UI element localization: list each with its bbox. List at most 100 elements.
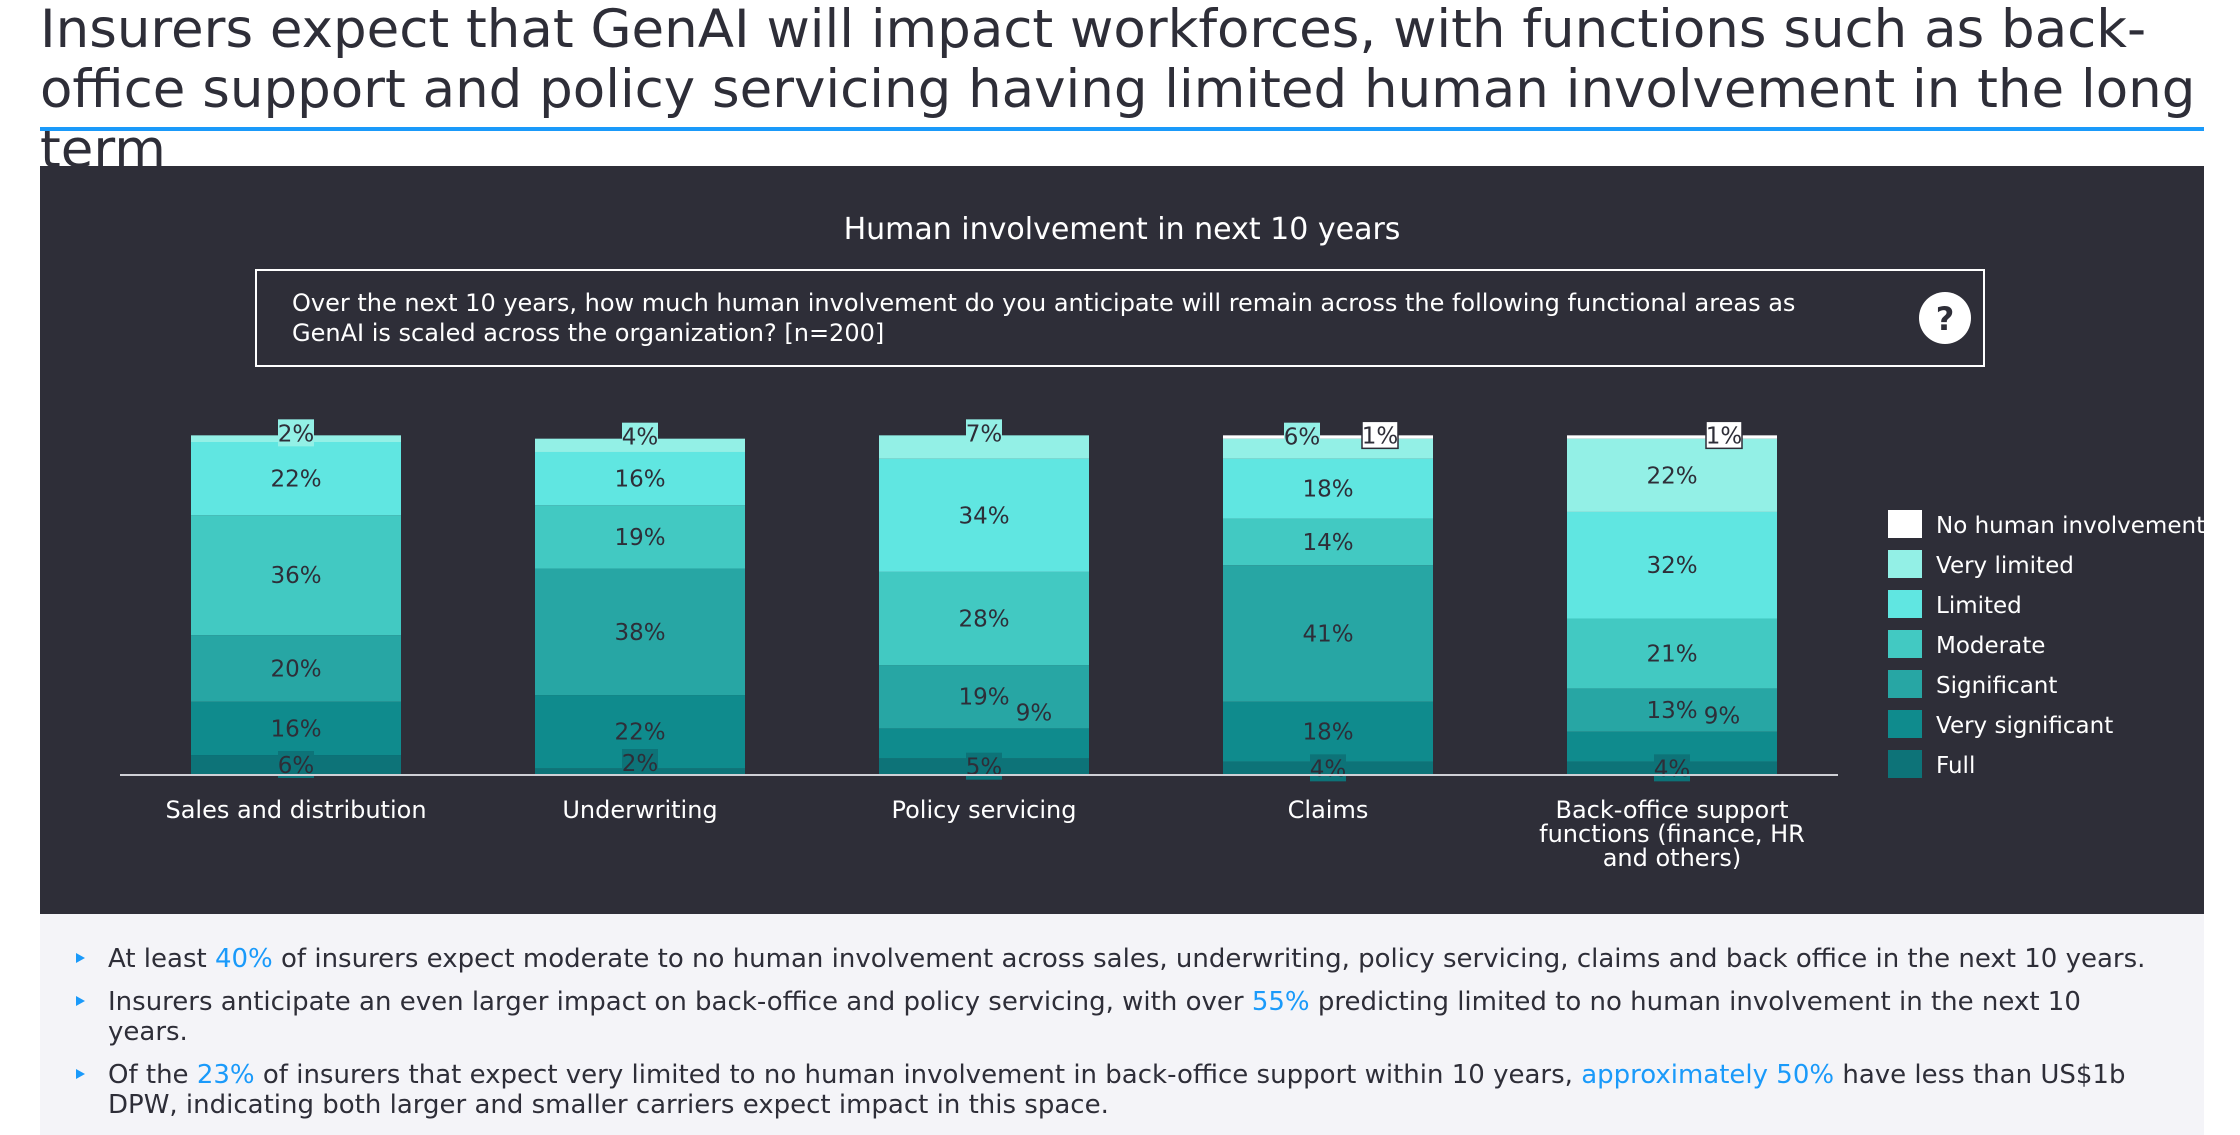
finding-2: Insurers anticipate an even larger impac… xyxy=(76,987,2168,1047)
data-label-back-office-support-functions-finance-hr-and-others-very-limited: 22% xyxy=(1646,463,1697,489)
data-label-box xyxy=(622,422,658,450)
chart-title: Human involvement in next 10 years xyxy=(844,212,1401,247)
legend-label-significant: Significant xyxy=(1936,673,2057,699)
data-label-policy-servicing-very-significant: 9% xyxy=(1016,700,1053,726)
bar-segment-back-office-support-functions-finance-hr-and-others-limited xyxy=(1567,511,1777,619)
question-mark-icon: ? xyxy=(1919,292,1971,344)
bar-segment-underwriting-limited xyxy=(535,451,745,506)
stacked-bar-chart: Human involvement in next 10 years Over … xyxy=(120,212,2204,872)
headline-divider xyxy=(40,127,2204,131)
data-label-box xyxy=(1284,422,1320,450)
bar-segment-underwriting-significant xyxy=(535,568,745,696)
data-label-underwriting-full: 2% xyxy=(622,751,659,777)
finding-text: of insurers expect moderate to no human … xyxy=(272,944,2146,974)
bar-segment-claims-very-significant xyxy=(1223,701,1433,762)
category-label-sales-and-distribution: Sales and distribution xyxy=(165,796,426,824)
data-label-underwriting-limited: 16% xyxy=(614,467,665,493)
bar-segment-policy-servicing-moderate xyxy=(879,571,1089,666)
legend-label-moderate: Moderate xyxy=(1936,633,2045,659)
finding-3: Of the 23% of insurers that expect very … xyxy=(76,1060,2168,1120)
data-label-box xyxy=(1705,420,1743,450)
data-label-sales-and-distribution-very-significant: 16% xyxy=(270,716,321,742)
bar-segment-back-office-support-functions-finance-hr-and-others-significant xyxy=(1567,688,1777,732)
finding-text: Insurers anticipate an even larger impac… xyxy=(108,987,1252,1017)
data-label-box xyxy=(278,419,314,447)
bar-segment-back-office-support-functions-finance-hr-and-others-very-limited xyxy=(1567,438,1777,512)
data-label-box xyxy=(278,751,314,779)
bar-segment-claims-significant xyxy=(1223,565,1433,702)
data-label-policy-servicing-very-limited: 7% xyxy=(966,421,1003,447)
data-label-underwriting-very-significant: 22% xyxy=(614,720,665,746)
legend-swatch-moderate xyxy=(1888,630,1922,658)
data-label-sales-and-distribution-very-limited: 2% xyxy=(278,421,315,447)
data-label-sales-and-distribution-moderate: 36% xyxy=(270,563,321,589)
legend-label-full: Full xyxy=(1936,753,1975,779)
legend-label-no-human-involvement: No human involvement xyxy=(1936,513,2204,539)
bar-segment-sales-and-distribution-moderate xyxy=(191,515,401,636)
bar-segment-sales-and-distribution-limited xyxy=(191,442,401,516)
legend-swatch-significant xyxy=(1888,670,1922,698)
data-label-back-office-support-functions-finance-hr-and-others-significant: 13% xyxy=(1646,698,1697,724)
data-label-claims-full: 4% xyxy=(1310,756,1347,782)
legend-swatch-very-significant xyxy=(1888,710,1922,738)
category-label-underwriting: Underwriting xyxy=(562,796,717,824)
bar-segment-underwriting-moderate xyxy=(535,505,745,569)
data-label-underwriting-moderate: 19% xyxy=(614,525,665,551)
question-text-line-2: GenAI is scaled across the organization?… xyxy=(292,319,884,347)
legend-swatch-full xyxy=(1888,750,1922,778)
data-label-back-office-support-functions-finance-hr-and-others-no-human-involvement: 1% xyxy=(1706,423,1743,449)
legend-swatch-no-human-involvement xyxy=(1888,510,1922,538)
category-label-back-office-support-functions-finance-hr-and-others: and others) xyxy=(1603,844,1742,872)
finding-text: Of the xyxy=(108,1060,197,1090)
legend-swatch-limited xyxy=(1888,590,1922,618)
legend-label-limited: Limited xyxy=(1936,593,2022,619)
page-headline: Insurers expect that GenAI will impact w… xyxy=(40,0,2196,180)
data-label-back-office-support-functions-finance-hr-and-others-moderate: 21% xyxy=(1646,641,1697,667)
bar-segment-claims-moderate xyxy=(1223,518,1433,566)
bar-segment-policy-servicing-very-limited xyxy=(879,435,1089,459)
data-label-policy-servicing-moderate: 28% xyxy=(958,606,1009,632)
bar-segment-policy-servicing-limited xyxy=(879,458,1089,572)
bar-segment-claims-very-limited xyxy=(1223,438,1433,459)
data-label-back-office-support-functions-finance-hr-and-others-full: 4% xyxy=(1654,756,1691,782)
data-label-underwriting-very-limited: 4% xyxy=(622,425,659,451)
data-label-sales-and-distribution-significant: 20% xyxy=(270,656,321,682)
bar-segment-back-office-support-functions-finance-hr-and-others-moderate xyxy=(1567,618,1777,689)
data-label-back-office-support-functions-finance-hr-and-others-very-significant: 9% xyxy=(1704,704,1741,730)
key-findings: At least 40% of insurers expect moderate… xyxy=(40,914,2204,1135)
bar-segment-claims-no-human-involvement xyxy=(1223,435,1433,439)
data-label-claims-no-human-involvement: 1% xyxy=(1362,423,1399,449)
finding-text: have less than US$1b DPW, indicating bot… xyxy=(108,1060,2126,1120)
question-mark-glyph: ? xyxy=(1936,300,1955,338)
bar-segment-sales-and-distribution-significant xyxy=(191,635,401,702)
category-label-back-office-support-functions-finance-hr-and-others: functions (finance, HR xyxy=(1539,820,1805,848)
legend-label-very-limited: Very limited xyxy=(1936,553,2074,579)
highlight-stat: 40% xyxy=(214,944,273,974)
finding-text: At least xyxy=(108,944,215,974)
data-label-claims-significant: 41% xyxy=(1302,621,1353,647)
bar-segment-back-office-support-functions-finance-hr-and-others-no-human-involvement xyxy=(1567,435,1777,439)
data-label-policy-servicing-full: 5% xyxy=(966,755,1003,781)
bar-segment-policy-servicing-significant xyxy=(879,665,1089,729)
legend-swatch-very-limited xyxy=(1888,550,1922,578)
finding-1: At least 40% of insurers expect moderate… xyxy=(76,944,2168,974)
finding-text: of insurers that expect very limited to … xyxy=(254,1060,1582,1090)
data-label-box xyxy=(966,419,1002,447)
question-text-line-1: Over the next 10 years, how much human i… xyxy=(292,289,1795,317)
category-label-claims: Claims xyxy=(1288,796,1369,824)
data-label-box xyxy=(1310,754,1346,782)
data-label-box xyxy=(622,749,658,776)
highlight-stat: 55% xyxy=(1251,987,1310,1017)
highlight-stat: 23% xyxy=(196,1060,255,1090)
highlight-stat: approximately 50% xyxy=(1581,1060,1835,1090)
bar-segment-sales-and-distribution-very-significant xyxy=(191,701,401,756)
data-label-box xyxy=(1654,754,1690,782)
data-label-box xyxy=(1361,420,1399,450)
question-box xyxy=(255,269,1985,367)
chart-panel: Human involvement in next 10 years Over … xyxy=(40,166,2204,914)
data-label-policy-servicing-limited: 34% xyxy=(958,503,1009,529)
data-label-claims-moderate: 14% xyxy=(1302,530,1353,556)
data-label-sales-and-distribution-limited: 22% xyxy=(270,467,321,493)
data-label-underwriting-significant: 38% xyxy=(614,620,665,646)
data-label-claims-limited: 18% xyxy=(1302,477,1353,503)
